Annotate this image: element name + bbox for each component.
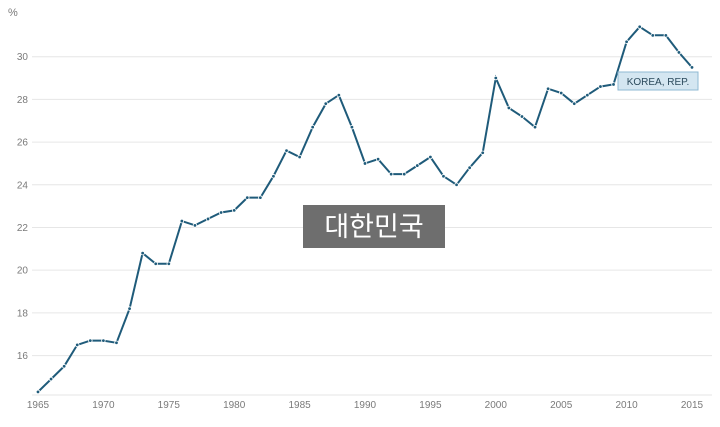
gridlines [32,56,712,396]
series-tag-label: KOREA, REP. [627,77,690,88]
data-point [323,101,328,106]
data-point [231,208,237,213]
data-point [284,148,289,153]
y-tick-label: 26 [17,138,29,149]
data-point [454,182,459,187]
data-point [179,218,185,224]
data-point [415,163,420,168]
data-point [362,161,368,166]
data-point [506,105,512,111]
data-point [545,86,551,91]
x-tick-label: 1985 [288,400,311,411]
y-axis-ticks: 16 18 20 22 24 26 28 30 [17,52,29,362]
data-point [127,306,132,311]
x-tick-label: 2015 [681,400,704,411]
data-point [402,171,407,177]
data-point [637,24,642,30]
data-point [75,342,80,348]
series-points [35,24,695,395]
data-point [689,65,695,70]
data-point [650,33,655,38]
data-point [35,389,41,395]
data-point [271,174,276,179]
data-point [61,364,67,369]
data-point [140,250,145,256]
data-point [245,195,250,200]
data-point [336,92,342,98]
x-axis-ticks: 1965 1970 1975 1980 1985 1990 1995 2000 2005 2010… [27,400,704,411]
overlay-label-text: 대한민국 [324,212,423,243]
data-point [153,261,158,266]
data-point [310,124,315,130]
x-tick-label: 1995 [419,400,442,411]
data-point [297,154,302,160]
x-tick-label: 2000 [485,400,508,411]
data-point [585,92,590,98]
x-tick-label: 1965 [27,400,50,411]
y-tick-label: 18 [17,308,29,319]
data-point [598,84,603,89]
data-point [101,338,106,343]
x-tick-label: 2010 [615,400,638,411]
y-tick-label: 30 [17,52,29,63]
series-tag-background [617,71,699,91]
overlay-label: 대한민국 [303,205,445,248]
y-tick-label: 20 [17,266,29,277]
data-point [192,223,198,228]
series-tag: KOREA, REP. [617,71,699,91]
data-point [114,340,119,345]
data-point [676,50,682,55]
data-point [519,114,525,119]
data-point [428,154,433,160]
data-point [48,376,54,382]
data-point [88,338,93,343]
data-point [349,124,355,130]
data-point [611,82,616,87]
data-point [532,124,538,130]
y-tick-label: 24 [17,180,29,191]
data-point [493,75,498,81]
y-tick-label: 22 [17,223,29,234]
data-point [480,150,485,155]
y-tick-label: 16 [17,351,29,362]
data-point [258,195,263,200]
data-point [218,210,224,215]
x-tick-label: 1980 [223,400,246,411]
y-axis-unit: % [8,7,18,19]
data-point [467,165,472,170]
data-point [559,90,564,96]
x-tick-label: 2005 [550,400,573,411]
data-point [572,101,577,106]
x-tick-label: 1990 [354,400,377,411]
x-tick-label: 1975 [158,400,181,411]
y-tick-label: 28 [17,95,29,106]
data-point [663,33,669,38]
data-point [166,261,171,266]
data-point [375,156,381,162]
data-point [388,171,394,177]
data-point [441,174,446,179]
data-point [624,39,629,44]
overlay-label-background [303,205,445,248]
x-tick-label: 1970 [92,400,115,411]
data-point [205,216,211,222]
